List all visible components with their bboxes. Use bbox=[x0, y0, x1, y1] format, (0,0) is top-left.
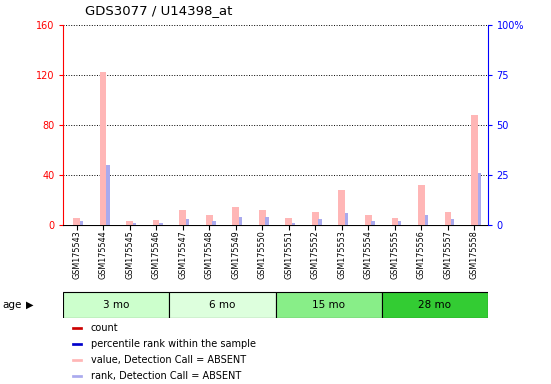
Text: GSM175549: GSM175549 bbox=[231, 230, 240, 279]
Text: GSM175545: GSM175545 bbox=[125, 230, 134, 279]
Bar bbox=[100, 73, 106, 225]
Bar bbox=[418, 185, 425, 225]
Text: GSM175553: GSM175553 bbox=[337, 230, 346, 279]
Text: ▶: ▶ bbox=[26, 300, 34, 310]
Text: GSM175551: GSM175551 bbox=[284, 230, 293, 279]
Text: GSM175544: GSM175544 bbox=[99, 230, 107, 279]
Bar bbox=[276, 292, 381, 318]
Bar bbox=[259, 210, 266, 225]
Text: GSM175555: GSM175555 bbox=[390, 230, 399, 279]
Text: 28 mo: 28 mo bbox=[418, 300, 451, 310]
Bar bbox=[365, 215, 371, 225]
Text: GDS3077 / U14398_at: GDS3077 / U14398_at bbox=[85, 4, 233, 17]
Bar bbox=[338, 190, 345, 225]
Bar bbox=[186, 218, 189, 225]
Text: age: age bbox=[3, 300, 22, 310]
Text: GSM175547: GSM175547 bbox=[178, 230, 187, 279]
Bar bbox=[170, 292, 276, 318]
Bar bbox=[266, 217, 268, 225]
Bar bbox=[206, 215, 213, 225]
Bar bbox=[233, 207, 239, 225]
Bar bbox=[72, 327, 83, 329]
Bar bbox=[292, 223, 295, 225]
Bar bbox=[312, 212, 318, 225]
Bar bbox=[398, 221, 401, 225]
Bar bbox=[133, 223, 136, 225]
Bar bbox=[180, 210, 186, 225]
Text: GSM175550: GSM175550 bbox=[258, 230, 267, 279]
Bar bbox=[63, 292, 170, 318]
Bar bbox=[451, 218, 454, 225]
Bar bbox=[126, 221, 133, 225]
Bar bbox=[72, 359, 83, 361]
Bar bbox=[212, 221, 215, 225]
Bar bbox=[239, 217, 242, 225]
Bar bbox=[371, 221, 375, 225]
Text: 6 mo: 6 mo bbox=[209, 300, 236, 310]
Text: value, Detection Call = ABSENT: value, Detection Call = ABSENT bbox=[91, 355, 246, 365]
Bar bbox=[392, 218, 398, 225]
Text: rank, Detection Call = ABSENT: rank, Detection Call = ABSENT bbox=[91, 371, 241, 381]
Text: GSM175558: GSM175558 bbox=[470, 230, 479, 279]
Text: 15 mo: 15 mo bbox=[312, 300, 345, 310]
Bar bbox=[73, 218, 80, 225]
Text: GSM175552: GSM175552 bbox=[311, 230, 320, 279]
Bar bbox=[285, 218, 292, 225]
Text: GSM175543: GSM175543 bbox=[72, 230, 81, 279]
Text: GSM175546: GSM175546 bbox=[152, 230, 161, 279]
Bar bbox=[478, 173, 480, 225]
Bar bbox=[318, 218, 322, 225]
Bar bbox=[153, 220, 159, 225]
Text: count: count bbox=[91, 323, 118, 333]
Bar bbox=[381, 292, 488, 318]
Text: GSM175557: GSM175557 bbox=[444, 230, 452, 279]
Text: 3 mo: 3 mo bbox=[103, 300, 129, 310]
Text: percentile rank within the sample: percentile rank within the sample bbox=[91, 339, 256, 349]
Bar bbox=[106, 165, 110, 225]
Bar bbox=[471, 115, 478, 225]
Bar bbox=[445, 212, 451, 225]
Bar bbox=[424, 215, 428, 225]
Text: GSM175556: GSM175556 bbox=[417, 230, 426, 279]
Bar bbox=[72, 343, 83, 345]
Bar bbox=[72, 375, 83, 377]
Bar bbox=[80, 221, 83, 225]
Bar bbox=[345, 213, 348, 225]
Bar bbox=[159, 223, 163, 225]
Text: GSM175548: GSM175548 bbox=[205, 230, 214, 279]
Text: GSM175554: GSM175554 bbox=[364, 230, 373, 279]
